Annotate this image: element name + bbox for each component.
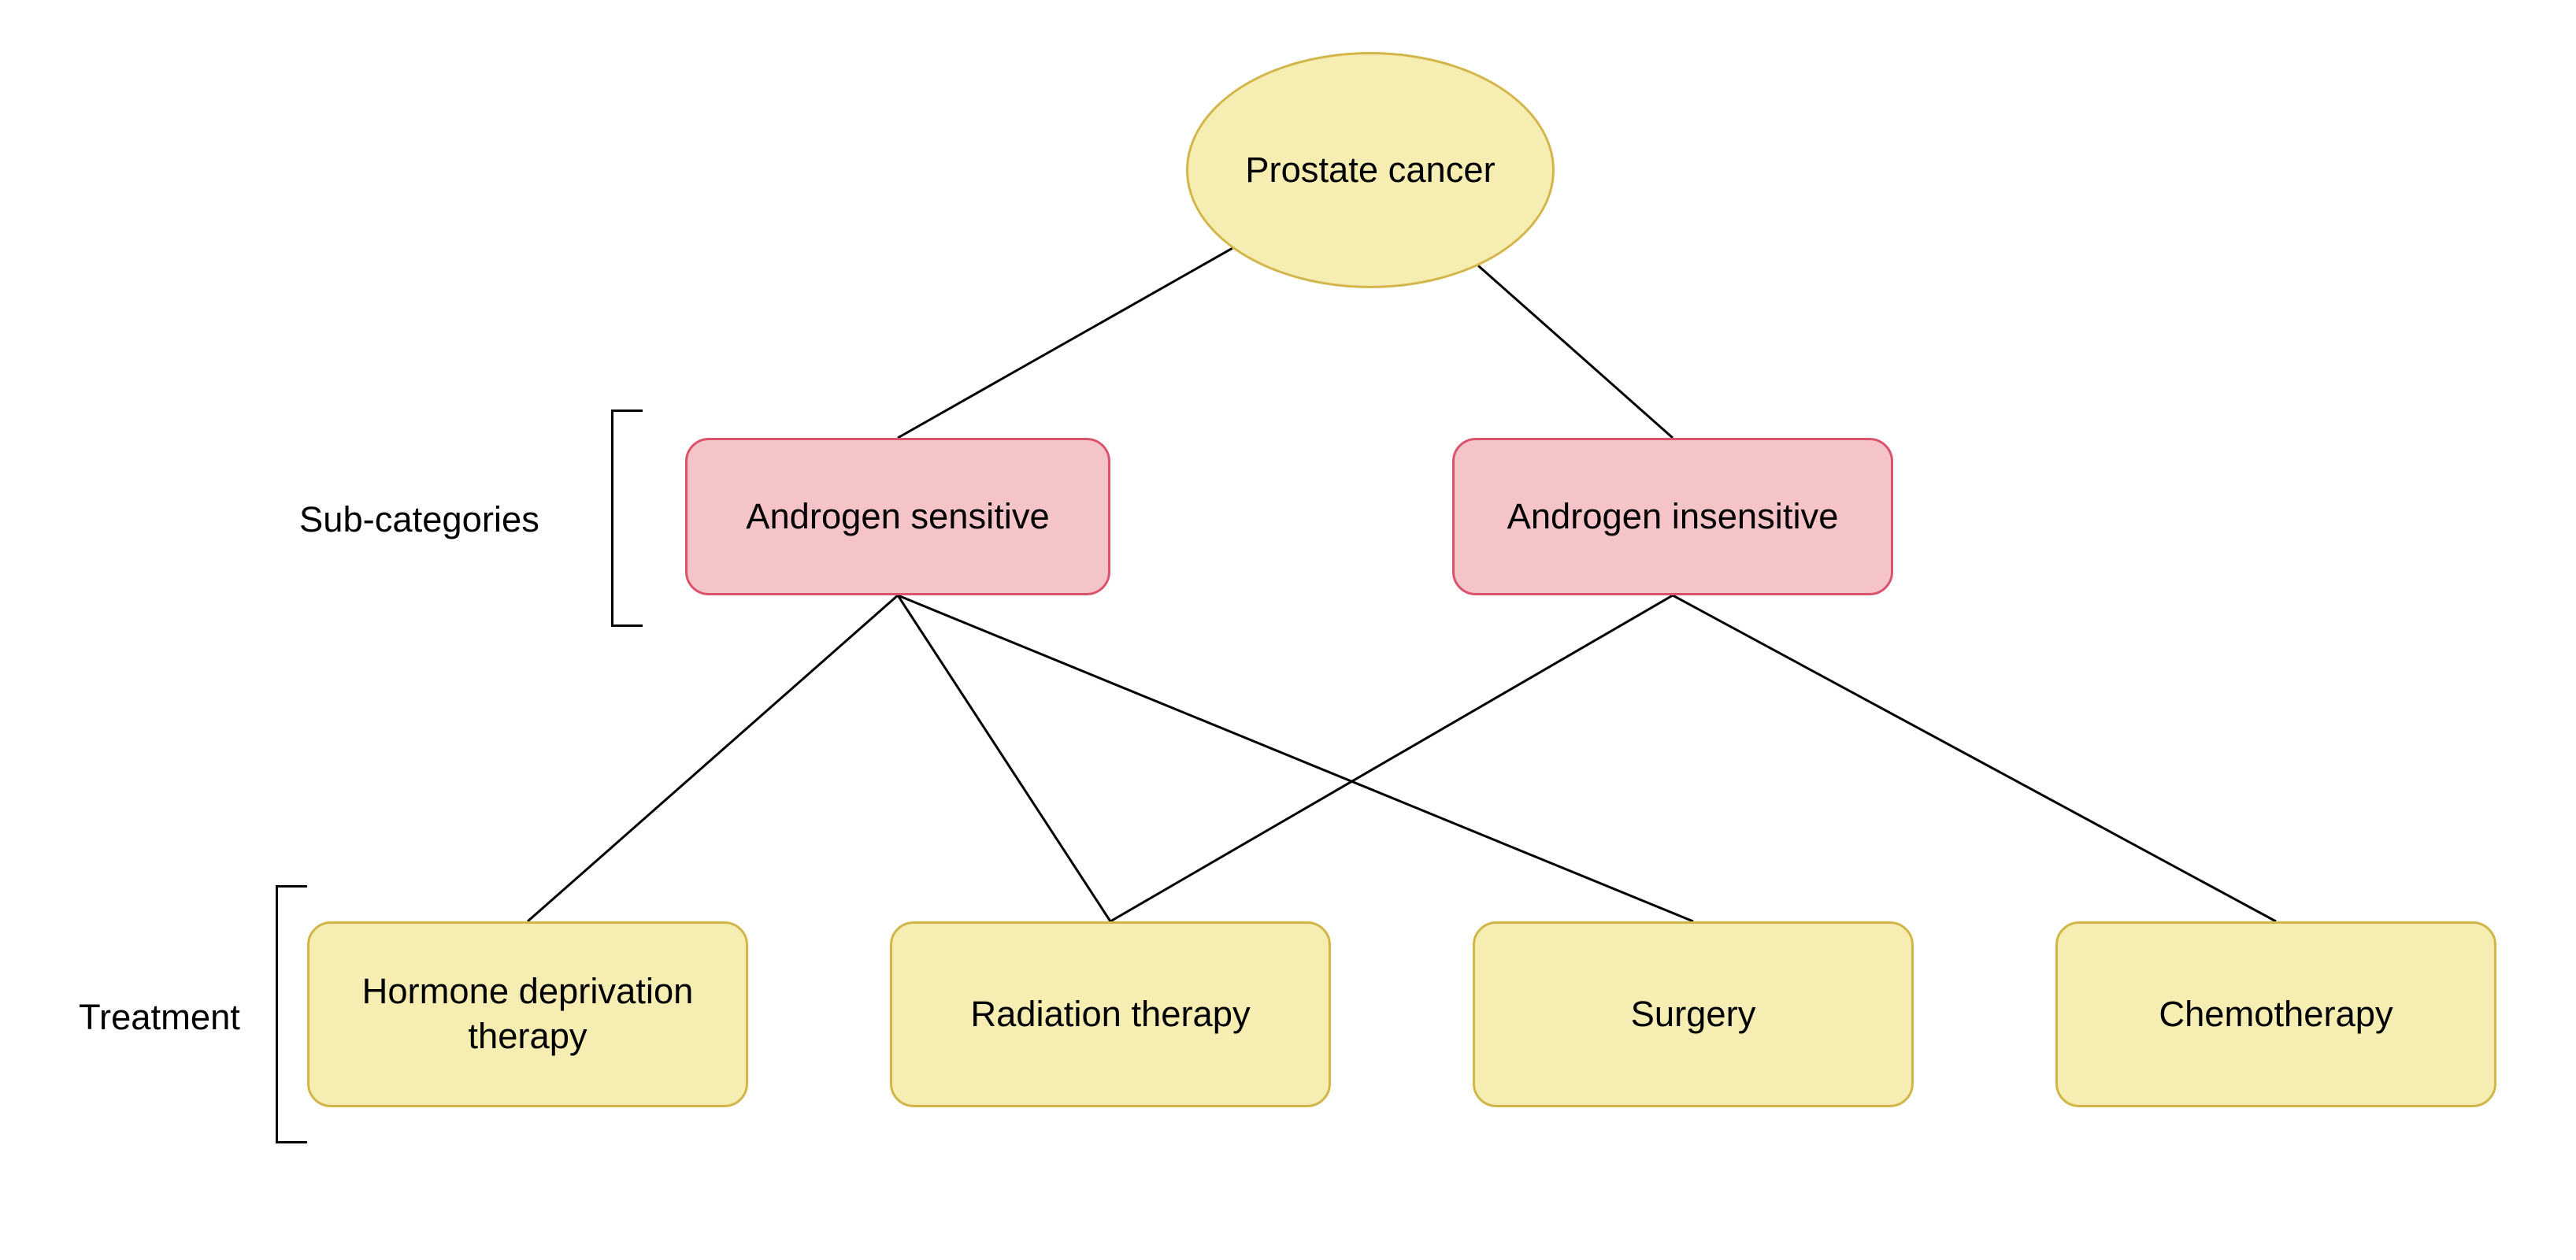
node-label: Chemotherapy [2159,992,2393,1037]
node-label: Radiation therapy [970,992,1250,1037]
row-label-text: Sub-categories [299,499,539,539]
row-label-sub-categories: Sub-categories [299,499,539,540]
node-label: Prostate cancer [1245,148,1495,193]
row-label-text: Treatment [79,997,240,1037]
node-label: Androgen sensitive [746,495,1050,539]
node-label: Hormone deprivation therapy [333,969,722,1058]
node-label: Surgery [1631,992,1756,1037]
bracket-icon [276,885,307,1143]
bracket-icon [611,410,643,627]
node-radiation-therapy: Radiation therapy [890,921,1331,1107]
node-androgen-sensitive: Androgen sensitive [685,438,1110,595]
node-hormone-deprivation-therapy: Hormone deprivation therapy [307,921,748,1107]
node-label: Androgen insensitive [1507,495,1839,539]
diagram-stage: Prostate cancer Androgen sensitive Andro… [0,0,2576,1260]
node-prostate-cancer: Prostate cancer [1186,52,1555,288]
row-label-treatment: Treatment [79,997,240,1038]
node-surgery: Surgery [1473,921,1914,1107]
node-chemotherapy: Chemotherapy [2055,921,2496,1107]
node-androgen-insensitive: Androgen insensitive [1452,438,1893,595]
